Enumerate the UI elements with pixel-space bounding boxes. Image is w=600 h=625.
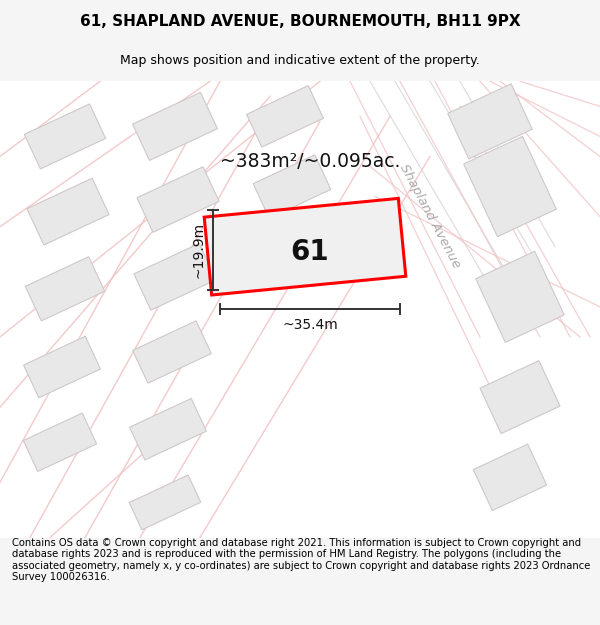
Polygon shape (473, 444, 547, 511)
Text: Map shows position and indicative extent of the property.: Map shows position and indicative extent… (120, 54, 480, 68)
Polygon shape (247, 86, 323, 147)
Polygon shape (204, 198, 406, 295)
Polygon shape (480, 361, 560, 434)
Polygon shape (25, 104, 106, 169)
Polygon shape (448, 84, 532, 159)
Text: ~35.4m: ~35.4m (282, 318, 338, 332)
Polygon shape (263, 227, 337, 286)
Polygon shape (23, 413, 97, 471)
Text: Shapland Avenue: Shapland Avenue (397, 162, 463, 271)
Polygon shape (27, 178, 109, 245)
Polygon shape (25, 257, 105, 321)
Polygon shape (476, 251, 564, 343)
Polygon shape (129, 475, 201, 530)
Polygon shape (23, 336, 100, 398)
Polygon shape (134, 243, 216, 310)
Polygon shape (133, 321, 211, 383)
Polygon shape (137, 167, 219, 232)
Text: 61: 61 (290, 238, 329, 266)
Text: Contains OS data © Crown copyright and database right 2021. This information is : Contains OS data © Crown copyright and d… (12, 538, 590, 582)
Polygon shape (464, 136, 556, 237)
Polygon shape (133, 92, 217, 161)
Text: ~383m²/~0.095ac.: ~383m²/~0.095ac. (220, 152, 400, 171)
Text: 61, SHAPLAND AVENUE, BOURNEMOUTH, BH11 9PX: 61, SHAPLAND AVENUE, BOURNEMOUTH, BH11 9… (80, 14, 520, 29)
Polygon shape (130, 398, 206, 460)
Polygon shape (253, 155, 331, 218)
Text: ~19.9m: ~19.9m (191, 222, 205, 278)
